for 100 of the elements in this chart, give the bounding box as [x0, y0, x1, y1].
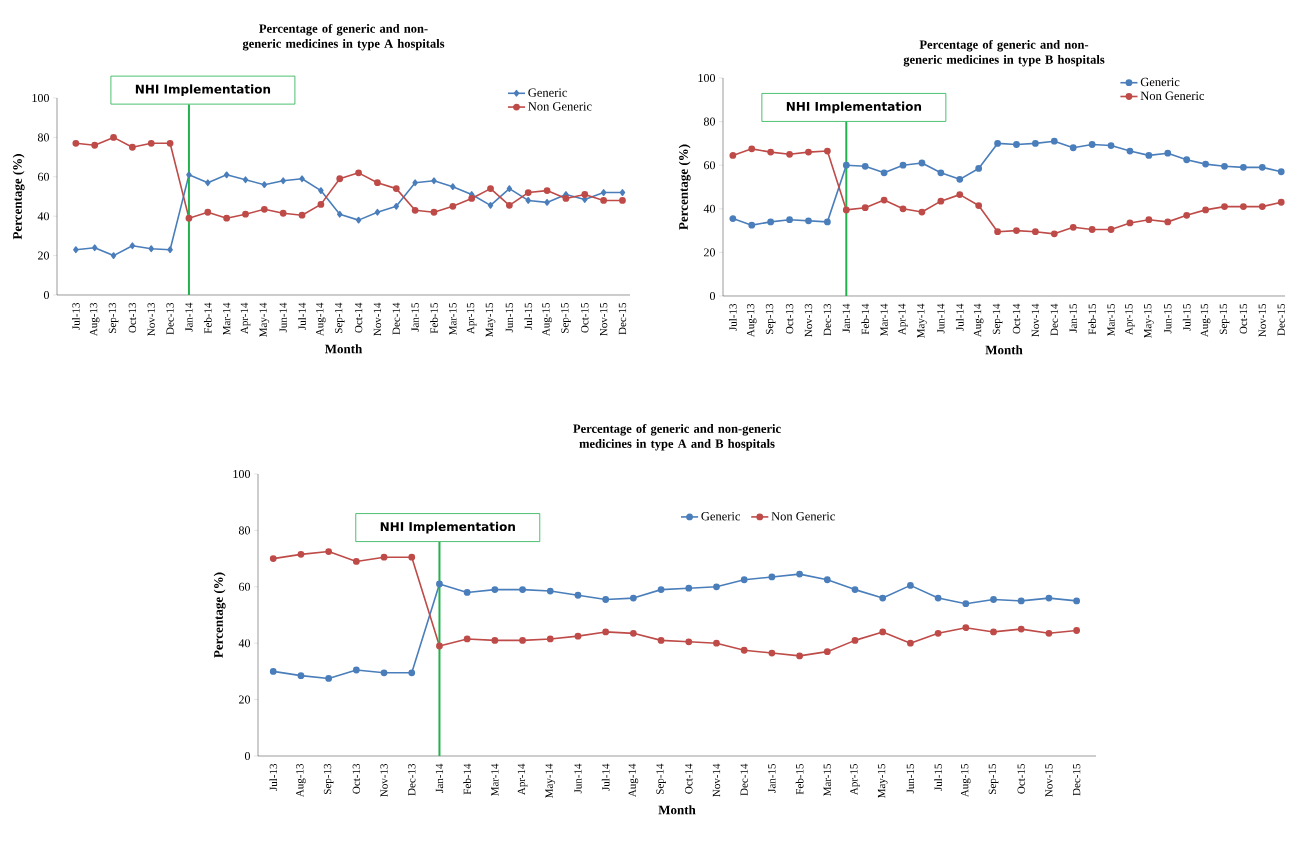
point	[519, 586, 526, 594]
point	[1126, 147, 1134, 155]
x-tick-label: Nov-13	[147, 302, 155, 336]
point	[1183, 156, 1191, 164]
y-tick-label: 100	[698, 73, 716, 83]
point	[408, 553, 416, 561]
point	[524, 189, 532, 196]
point	[805, 217, 812, 225]
point	[91, 244, 98, 252]
point	[1017, 625, 1025, 633]
point	[487, 185, 494, 193]
x-axis-title: Month	[658, 805, 696, 815]
x-tick-label: Jul-14	[298, 302, 306, 330]
point	[297, 550, 305, 558]
point	[205, 179, 211, 187]
x-tick-label: Dec-14	[1050, 303, 1058, 336]
x-tick-label: Jul-13	[71, 302, 80, 330]
point	[1069, 223, 1077, 231]
x-tick-label: Jul-13	[269, 763, 278, 791]
point	[463, 635, 471, 643]
y-axis-title: Percentage (%)	[213, 572, 226, 658]
point	[1221, 203, 1228, 211]
x-tick-label: Jul-15	[1182, 303, 1191, 331]
point	[280, 177, 286, 185]
point	[1164, 218, 1172, 226]
point	[880, 196, 888, 204]
x-tick-label: Jul-15	[524, 302, 533, 330]
x-axis-title: Month	[324, 344, 363, 354]
point	[1258, 203, 1266, 211]
point	[491, 586, 499, 594]
x-tick-label: Apr-15	[1125, 303, 1135, 335]
x-tick-label: Dec-14	[392, 302, 400, 335]
point	[392, 185, 400, 193]
point	[1045, 629, 1053, 637]
x-tick-label: Sep-14	[334, 302, 345, 333]
point	[879, 594, 887, 602]
point	[166, 139, 174, 147]
x-tick-label: Sep-15	[988, 763, 999, 794]
x-tick-label: Aug-15	[960, 763, 971, 798]
point	[842, 161, 850, 169]
x-tick-label: Dec-15	[1072, 763, 1081, 796]
x-tick-label: Oct-13	[352, 763, 361, 794]
x-tick-label: Oct-13	[128, 302, 137, 333]
x-tick-label: Mar-15	[823, 763, 831, 796]
x-tick-label: Nov-13	[804, 303, 813, 337]
x-tick-label: Dec-15	[1277, 303, 1285, 336]
x-tick-label: Dec-15	[618, 302, 627, 335]
x-tick-label: Mar-15	[449, 302, 457, 335]
point	[937, 197, 945, 205]
point	[110, 252, 117, 259]
point	[380, 553, 388, 561]
point	[167, 246, 173, 254]
point	[204, 208, 212, 216]
point	[1240, 203, 1247, 211]
x-tick-label: Dec-13	[823, 303, 832, 336]
point	[129, 143, 136, 151]
x-tick-label: Feb-14	[463, 763, 472, 795]
x-tick-label: Dec-13	[408, 763, 416, 796]
point	[1202, 206, 1209, 214]
legend-label: Non Generic	[771, 512, 835, 521]
y-tick-label: 0	[709, 291, 716, 301]
point	[629, 594, 637, 602]
point	[600, 197, 608, 204]
point	[786, 216, 793, 224]
y-tick-label: 20	[38, 251, 50, 260]
point	[147, 139, 155, 147]
x-tick-label: Sep-15	[561, 302, 571, 333]
y-tick-label: 80	[37, 133, 50, 142]
x-tick-label: Jan-15	[1069, 303, 1077, 333]
x-tick-label: Nov-14	[1031, 303, 1040, 337]
y-tick-label: 60	[238, 582, 251, 591]
point	[318, 187, 324, 194]
x-tick-label: Aug-14	[628, 763, 639, 798]
point	[297, 672, 305, 680]
point	[1017, 597, 1025, 605]
x-tick-label: Aug-15	[1200, 303, 1211, 338]
point	[713, 583, 720, 591]
x-tick-label: Aug-14	[316, 302, 326, 337]
point	[279, 209, 287, 217]
x-tick-label: Aug-14	[973, 303, 984, 338]
point	[805, 148, 812, 156]
point	[463, 589, 471, 596]
point	[519, 636, 526, 644]
x-tick-label: Jun-14	[279, 302, 287, 333]
x-tick-label: Feb-15	[795, 763, 804, 795]
point	[880, 169, 888, 177]
point	[299, 175, 305, 183]
point	[72, 139, 80, 147]
point	[1050, 230, 1058, 238]
point	[1240, 163, 1247, 171]
point	[956, 191, 964, 199]
point	[602, 596, 610, 603]
legend-label: Generic	[1140, 77, 1180, 87]
point	[186, 171, 192, 179]
point	[629, 629, 637, 637]
y-tick-label: 40	[703, 204, 716, 213]
point	[619, 189, 626, 196]
point	[899, 161, 907, 169]
point	[729, 215, 737, 222]
x-tick-label: Feb-14	[203, 302, 212, 334]
